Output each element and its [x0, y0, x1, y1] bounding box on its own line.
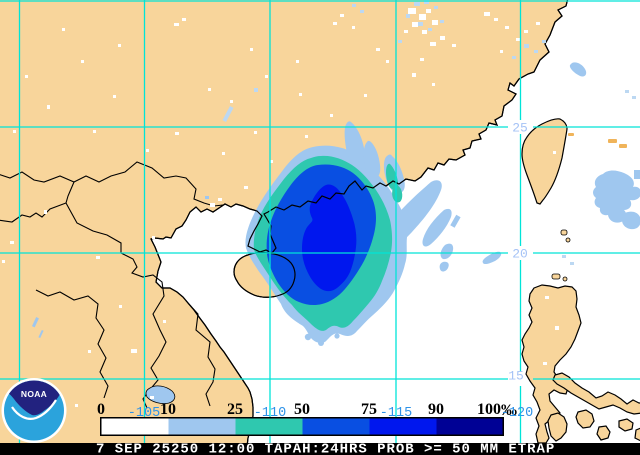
svg-text:-115: -115	[380, 406, 412, 421]
svg-text:75: 75	[361, 401, 377, 418]
svg-text:-120: -120	[501, 406, 533, 421]
svg-text:90: 90	[428, 401, 444, 418]
svg-text:-110: -110	[254, 406, 286, 421]
svg-text:100: 100	[477, 401, 501, 418]
svg-text:10: 10	[160, 401, 176, 418]
svg-text:0: 0	[97, 401, 105, 418]
svg-text:NOAA: NOAA	[21, 389, 47, 399]
svg-text:50: 50	[294, 401, 310, 418]
svg-text:25: 25	[512, 121, 528, 136]
svg-text:7 SEP 25250 12:00 TAPAH:24HRS: 7 SEP 25250 12:00 TAPAH:24HRS PROB >= 50…	[96, 442, 555, 455]
svg-text:20: 20	[512, 247, 528, 262]
svg-text:25: 25	[227, 401, 243, 418]
svg-text:15: 15	[508, 369, 524, 384]
svg-text:-105: -105	[128, 406, 160, 421]
svg-text:‰: ‰	[501, 402, 517, 419]
